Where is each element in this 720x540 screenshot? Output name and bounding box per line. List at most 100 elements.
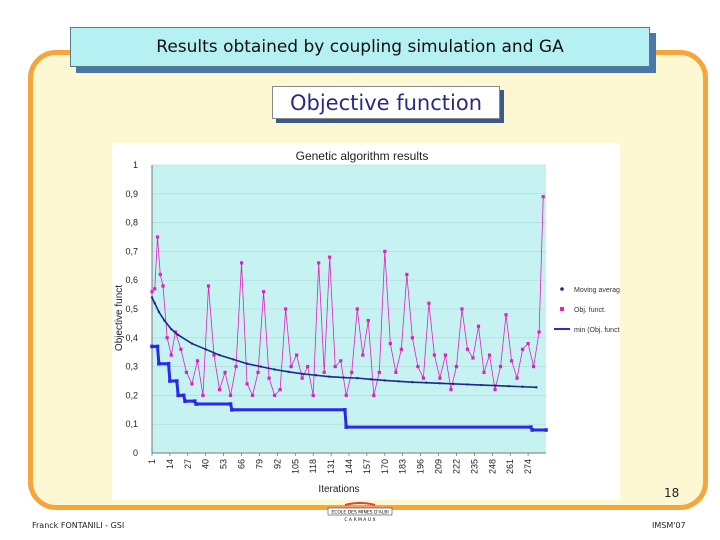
moving-average-point	[480, 383, 483, 387]
objective-point	[278, 388, 282, 392]
author-footer: Franck FONTANILI - GSI	[32, 521, 125, 530]
objective-point	[476, 324, 481, 328]
x-tick-label: 14	[165, 459, 175, 469]
objective-point	[158, 272, 162, 277]
objective-point	[366, 318, 370, 323]
school-logo: ECOLE DES MINES D'ALBI C A R M A U X	[325, 502, 395, 524]
moving-average-point	[153, 302, 156, 305]
objective-point	[333, 365, 337, 369]
moving-average-point	[163, 319, 166, 322]
objective-point	[421, 376, 425, 380]
objective-point	[537, 330, 541, 334]
moving-average-point	[438, 382, 442, 385]
objective-point	[256, 370, 260, 374]
objective-point	[438, 376, 442, 380]
objective-point	[239, 261, 244, 265]
series-moving-average	[150, 296, 538, 389]
objective-point	[350, 370, 354, 374]
objective-point	[344, 393, 348, 397]
objective-point	[317, 261, 321, 265]
y-tick-label: 0,8	[125, 218, 138, 228]
objective-point	[161, 284, 165, 288]
objective-point	[212, 353, 216, 357]
moving-average-point	[507, 384, 511, 388]
x-tick-label: 144	[344, 459, 354, 474]
page-number: 18	[664, 486, 680, 500]
moving-average-point	[397, 380, 400, 383]
moving-average-point	[190, 342, 194, 345]
moving-average-point	[170, 327, 173, 331]
objective-point	[339, 359, 343, 363]
chart-svg: Genetic algorithm results Objective func…	[112, 143, 624, 500]
min-objective-point	[155, 344, 160, 349]
moving-average-point	[245, 362, 249, 365]
objective-point	[306, 365, 310, 369]
x-tick-label: 66	[237, 459, 247, 469]
min-objective-point	[150, 344, 154, 349]
objective-point	[410, 336, 414, 340]
objective-point	[284, 307, 288, 311]
moving-average-point	[232, 358, 235, 361]
objective-point	[295, 353, 299, 357]
moving-average-point	[273, 368, 276, 371]
moving-average-point	[157, 310, 161, 314]
objective-point	[465, 347, 470, 351]
logo-band	[327, 507, 393, 516]
chart-legend: Moving average Obj. funct. min (Obj. funct…	[554, 287, 624, 334]
objective-point	[234, 365, 238, 369]
min-objective-point	[228, 402, 233, 406]
logo-graphic: ECOLE DES MINES D'ALBI C A R M A U X	[327, 502, 393, 523]
moving-average-point	[150, 296, 154, 299]
objective-point	[405, 272, 409, 277]
min-objective-point	[343, 408, 347, 412]
min-objective-point	[194, 402, 198, 406]
legend-label: Obj. funct.	[574, 307, 606, 314]
x-tick-label: 118	[308, 459, 318, 473]
objective-point	[201, 393, 205, 397]
y-tick-label: 0,4	[125, 333, 138, 343]
moving-average-line	[151, 297, 537, 389]
objective-point	[150, 290, 154, 294]
objective-point	[399, 347, 403, 351]
objective-point	[532, 365, 536, 369]
chart-container: Genetic algorithm results Objective func…	[112, 143, 624, 500]
objective-point	[394, 370, 398, 374]
objective-point	[449, 388, 453, 392]
chart-title: Genetic algorithm results	[296, 149, 429, 163]
moving-average-point	[287, 370, 290, 373]
moving-average-point	[424, 381, 428, 384]
moving-average-point	[535, 386, 538, 389]
objective-point	[520, 347, 525, 351]
min-objective-point	[544, 428, 548, 432]
y-tick-label: 0,1	[125, 419, 138, 429]
min-objective-point	[183, 399, 187, 403]
objective-point	[361, 353, 365, 357]
objective-point	[245, 382, 249, 386]
objective-point	[355, 307, 359, 311]
logo-text: ECOLE DES MINES D'ALBI	[331, 510, 388, 516]
objective-point	[460, 307, 464, 311]
x-tick-label: 274	[523, 459, 533, 474]
objective-point	[153, 287, 157, 291]
min-objective-point	[174, 379, 179, 383]
objective-point	[416, 365, 420, 369]
x-tick-label: 92	[272, 459, 282, 469]
objective-point	[493, 388, 497, 392]
objective-point	[311, 393, 315, 397]
objective-point	[195, 359, 200, 363]
min-objective-point	[157, 361, 161, 366]
objective-point	[427, 301, 431, 305]
moving-average-point	[314, 374, 318, 377]
y-axis-label: Objective funct	[114, 285, 125, 351]
objective-point	[471, 356, 475, 360]
series-objective-function	[150, 195, 545, 397]
objective-point	[515, 376, 519, 380]
objective-point	[526, 341, 530, 346]
objective-point	[217, 388, 222, 392]
moving-average-point	[452, 382, 455, 386]
objective-point	[454, 365, 459, 369]
objective-point	[541, 195, 545, 199]
min-objective-point	[344, 425, 349, 429]
legend-label: min (Obj. funct.)	[574, 327, 620, 334]
objective-point	[289, 365, 293, 369]
